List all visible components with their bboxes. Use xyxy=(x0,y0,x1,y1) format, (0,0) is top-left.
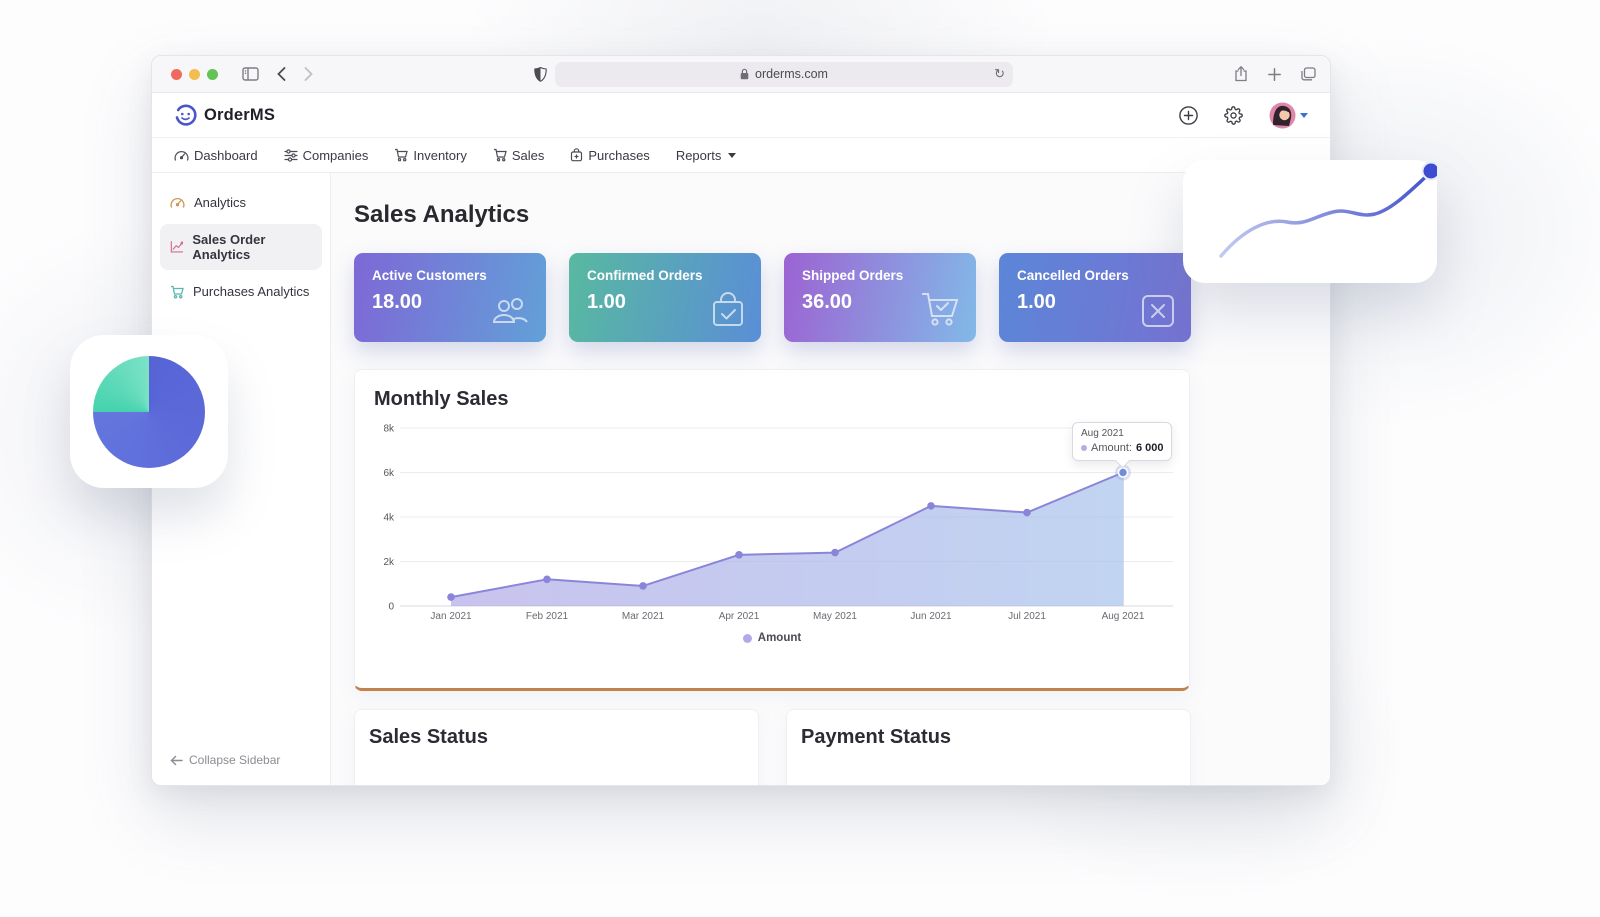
nav-dashboard[interactable]: Dashboard xyxy=(174,148,258,163)
sidebar: Analytics Sales Order Analytics Purchase… xyxy=(152,173,331,785)
brand-name: OrderMS xyxy=(204,105,276,124)
monthly-sales-card: Monthly Sales 0 2k 4k 6k 8k Jan 2021 Feb 2021 M… xyxy=(354,369,1190,691)
user-menu-caret-icon xyxy=(1300,112,1308,118)
sidebar-toggle-icon[interactable] xyxy=(242,67,259,81)
page-title: Sales Analytics xyxy=(354,201,530,228)
decorative-pie-chart xyxy=(93,355,205,468)
orderms-logo-icon xyxy=(175,104,197,126)
back-button[interactable] xyxy=(277,67,286,81)
nav-sales[interactable]: Sales xyxy=(493,148,544,163)
zoom-window-button[interactable] xyxy=(207,68,218,80)
browser-chrome: orderms.com ↻ xyxy=(152,56,1330,93)
decorative-line-chart xyxy=(1219,161,1437,258)
svg-text:0: 0 xyxy=(388,602,394,613)
share-icon[interactable] xyxy=(1234,66,1248,82)
svg-text:Jan 2021: Jan 2021 xyxy=(430,611,472,622)
chevron-down-icon xyxy=(728,152,737,158)
svg-text:Jun 2021: Jun 2021 xyxy=(910,611,952,622)
sales-status-card: Sales Status xyxy=(354,709,759,785)
x-square-icon xyxy=(1141,294,1175,328)
lock-icon xyxy=(740,68,749,80)
chart-legend[interactable]: Amount xyxy=(369,632,1175,644)
line-chart-icon xyxy=(170,241,184,253)
new-tab-icon[interactable] xyxy=(1268,67,1281,81)
brand[interactable]: OrderMS xyxy=(174,104,275,127)
svg-text:6k: 6k xyxy=(383,468,395,479)
svg-text:8k: 8k xyxy=(383,424,395,435)
stat-cards-row: Active Customers 18.00 Confirmed Orders … xyxy=(354,253,1306,342)
sales-status-title: Sales Status xyxy=(369,726,488,748)
gauge-icon xyxy=(170,197,185,208)
monthly-sales-chart: 0 2k 4k 6k 8k Jan 2021 Feb 2021 Mar 2021 Apr 202… xyxy=(383,424,1173,622)
nav-companies[interactable]: Companies xyxy=(284,148,368,163)
tooltip-series-dot xyxy=(1081,445,1087,451)
users-icon xyxy=(490,296,530,328)
stat-card-confirmed-orders[interactable]: Confirmed Orders 1.00 xyxy=(569,253,761,342)
nav-purchases[interactable]: Purchases xyxy=(570,148,650,163)
svg-text:Aug 2021: Aug 2021 xyxy=(1102,611,1145,622)
add-new-icon[interactable] xyxy=(1179,105,1198,125)
avatar xyxy=(1269,102,1296,128)
svg-text:Mar 2021: Mar 2021 xyxy=(622,611,665,622)
sliders-icon xyxy=(284,148,298,162)
bag-check-icon xyxy=(711,292,745,328)
close-window-button[interactable] xyxy=(171,68,182,80)
line-end-dot xyxy=(1421,161,1437,181)
stat-card-shipped-orders[interactable]: Shipped Orders 36.00 xyxy=(784,253,976,342)
cart-icon xyxy=(171,285,184,298)
decorative-line-card xyxy=(1183,160,1437,283)
sidebar-item-analytics[interactable]: Analytics xyxy=(160,187,322,218)
minimize-window-button[interactable] xyxy=(189,68,200,80)
traffic-lights xyxy=(171,68,218,80)
browser-window: orderms.com ↻ OrderMS xyxy=(151,55,1331,786)
svg-text:Apr 2021: Apr 2021 xyxy=(719,611,760,622)
app-header: OrderMS xyxy=(152,93,1330,138)
nav-reports[interactable]: Reports xyxy=(676,148,737,163)
cart-icon xyxy=(493,148,507,162)
svg-text:4k: 4k xyxy=(383,513,395,524)
bag-icon xyxy=(571,148,583,162)
main-content: Sales Analytics Active Customers 18.00 C… xyxy=(331,173,1330,785)
monthly-sales-chart-area[interactable]: 0 2k 4k 6k 8k Jan 2021 Feb 2021 Mar 2021 Apr 202… xyxy=(370,419,1180,624)
reload-icon[interactable]: ↻ xyxy=(994,65,1005,81)
cart-icon xyxy=(395,148,409,162)
privacy-shield-icon[interactable] xyxy=(534,66,547,82)
svg-text:Jul 2021: Jul 2021 xyxy=(1008,611,1046,622)
gauge-icon xyxy=(174,150,189,161)
collapse-sidebar-button[interactable]: Collapse Sidebar xyxy=(170,753,280,767)
stat-card-active-customers[interactable]: Active Customers 18.00 xyxy=(354,253,546,342)
payment-status-title: Payment Status xyxy=(801,726,952,748)
stat-card-cancelled-orders[interactable]: Cancelled Orders 1.00 xyxy=(999,253,1191,342)
chart-tooltip: Aug 2021 Amount: 6 000 xyxy=(1072,422,1172,461)
arrow-left-icon xyxy=(170,755,183,765)
main-nav: Dashboard Companies Inventory Sales Purc… xyxy=(152,138,1330,173)
payment-status-card: Payment Status xyxy=(786,709,1191,785)
svg-text:2k: 2k xyxy=(383,557,395,568)
cart-check-icon xyxy=(920,290,960,328)
nav-inventory[interactable]: Inventory xyxy=(394,148,467,163)
url-bar[interactable]: orderms.com ↻ xyxy=(555,61,1013,87)
legend-dot xyxy=(742,633,752,643)
sidebar-item-sales-order-analytics[interactable]: Sales Order Analytics xyxy=(160,224,322,270)
decorative-pie-card xyxy=(70,335,228,488)
svg-text:May 2021: May 2021 xyxy=(813,611,857,622)
svg-text:Feb 2021: Feb 2021 xyxy=(526,611,569,622)
sidebar-item-purchases-analytics[interactable]: Purchases Analytics xyxy=(160,276,322,307)
settings-gear-icon[interactable] xyxy=(1224,105,1243,125)
tab-overview-icon[interactable] xyxy=(1301,67,1316,81)
monthly-sales-title: Monthly Sales xyxy=(374,388,509,410)
url-text: orderms.com xyxy=(755,67,828,81)
forward-button[interactable] xyxy=(304,67,313,81)
user-menu[interactable] xyxy=(1269,102,1308,129)
